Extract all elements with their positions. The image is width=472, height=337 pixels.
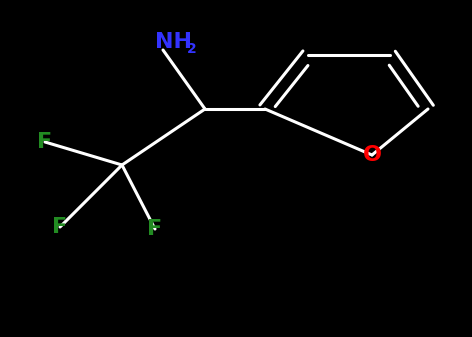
Text: NH: NH [155, 32, 192, 52]
Text: F: F [147, 219, 162, 239]
Text: F: F [52, 217, 67, 237]
Text: F: F [37, 132, 52, 152]
Text: O: O [362, 145, 381, 165]
Text: 2: 2 [186, 42, 196, 56]
